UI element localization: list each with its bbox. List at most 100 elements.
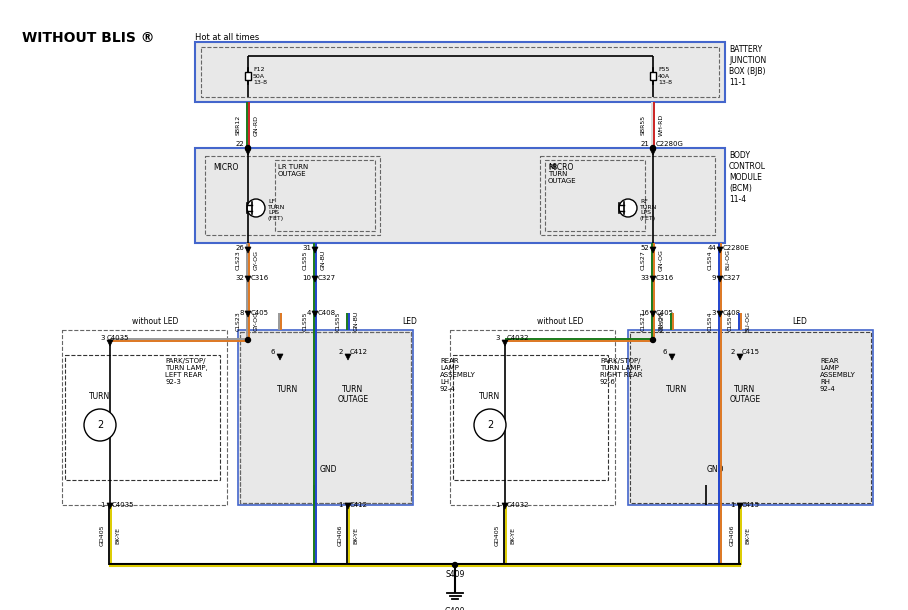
Polygon shape — [312, 311, 318, 317]
Bar — [650, 72, 656, 80]
Text: 1: 1 — [496, 502, 500, 508]
Text: C327: C327 — [723, 275, 741, 281]
Bar — [453, 355, 608, 480]
Text: LED: LED — [793, 317, 807, 326]
Text: BU-OG: BU-OG — [725, 249, 731, 270]
Text: GD406: GD406 — [729, 524, 735, 546]
Bar — [545, 160, 645, 231]
Text: 1: 1 — [731, 502, 735, 508]
Text: CLS55: CLS55 — [335, 311, 340, 331]
Text: F12
50A
13-8: F12 50A 13-8 — [253, 67, 267, 85]
Text: GD405: GD405 — [495, 524, 499, 546]
Bar — [540, 156, 715, 235]
Polygon shape — [650, 276, 656, 282]
Text: 32: 32 — [235, 275, 244, 281]
Text: C4032: C4032 — [507, 502, 529, 508]
Text: GND: GND — [320, 465, 337, 475]
Polygon shape — [737, 503, 743, 509]
Text: 1: 1 — [101, 502, 105, 508]
Polygon shape — [717, 276, 723, 282]
Text: C405: C405 — [251, 310, 269, 316]
Polygon shape — [502, 340, 508, 346]
Text: 4: 4 — [307, 310, 311, 316]
Text: TURN: TURN — [277, 385, 299, 394]
Bar — [275, 160, 375, 231]
Text: 22: 22 — [235, 141, 244, 147]
Text: 2: 2 — [339, 349, 343, 355]
Text: REAR
LAMP
ASSEMBLY
LH
92-4: REAR LAMP ASSEMBLY LH 92-4 — [440, 358, 476, 392]
Text: SBR12: SBR12 — [235, 115, 241, 135]
Text: LED: LED — [402, 317, 418, 326]
Circle shape — [84, 409, 116, 441]
Text: BODY
CONTROL
MODULE
(BCM)
11-4: BODY CONTROL MODULE (BCM) 11-4 — [729, 151, 766, 204]
Text: SBR55: SBR55 — [640, 115, 646, 135]
Text: without LED: without LED — [132, 317, 178, 326]
Text: C412: C412 — [350, 349, 368, 355]
Polygon shape — [502, 503, 508, 509]
Text: 9: 9 — [712, 275, 716, 281]
Text: TURN: TURN — [89, 392, 111, 401]
Text: GN-OG: GN-OG — [658, 310, 664, 332]
Text: without LED: without LED — [537, 317, 583, 326]
Text: TURN
OUTAGE: TURN OUTAGE — [338, 385, 369, 404]
Text: WITHOUT BLIS ®: WITHOUT BLIS ® — [22, 31, 154, 45]
Text: F55
40A
13-8: F55 40A 13-8 — [658, 67, 672, 85]
Polygon shape — [245, 311, 251, 317]
Text: 1: 1 — [339, 502, 343, 508]
Bar — [205, 156, 380, 235]
Text: PARK/STOP/
TURN LAMP,
LEFT REAR
92-3: PARK/STOP/ TURN LAMP, LEFT REAR 92-3 — [165, 358, 208, 385]
Polygon shape — [245, 276, 251, 282]
Text: G400
10-20: G400 10-20 — [444, 607, 466, 610]
Text: TURN: TURN — [479, 392, 500, 401]
Polygon shape — [312, 247, 318, 253]
Text: WH-RD: WH-RD — [658, 114, 664, 136]
Text: GY-OG: GY-OG — [253, 311, 259, 331]
Text: C405: C405 — [656, 310, 674, 316]
Bar — [65, 355, 220, 480]
Text: C415: C415 — [742, 349, 760, 355]
Text: 3: 3 — [712, 310, 716, 316]
Text: 26: 26 — [235, 245, 244, 251]
Text: C2280E: C2280E — [723, 245, 750, 251]
Text: 2: 2 — [487, 420, 493, 430]
Bar — [195, 148, 725, 243]
Text: REAR
LAMP
ASSEMBLY
RH
92-4: REAR LAMP ASSEMBLY RH 92-4 — [820, 358, 856, 392]
Polygon shape — [245, 247, 251, 253]
Text: 33: 33 — [640, 275, 649, 281]
Text: CLS54: CLS54 — [707, 250, 713, 270]
Text: CLS54: CLS54 — [707, 311, 713, 331]
Text: BK-YE: BK-YE — [510, 526, 516, 544]
Polygon shape — [312, 276, 318, 282]
Text: S409: S409 — [445, 570, 465, 579]
Text: CLS54: CLS54 — [727, 311, 733, 331]
Text: BK-YE: BK-YE — [115, 526, 121, 544]
Text: TURN: TURN — [666, 385, 687, 394]
Text: C4035: C4035 — [112, 502, 134, 508]
Text: C316: C316 — [656, 275, 675, 281]
Text: BU-OG: BU-OG — [745, 310, 751, 331]
Text: GN-RD: GN-RD — [253, 115, 259, 135]
Text: MICRO: MICRO — [548, 163, 573, 172]
Bar — [628, 330, 873, 505]
Polygon shape — [669, 354, 675, 360]
Text: LR TURN
OUTAGE: LR TURN OUTAGE — [278, 164, 308, 177]
Text: Hot at all times: Hot at all times — [195, 34, 260, 43]
Text: C4035: C4035 — [107, 335, 130, 341]
Text: CLS55: CLS55 — [302, 311, 308, 331]
Text: 3: 3 — [496, 335, 500, 341]
Text: GN-OG: GN-OG — [658, 249, 664, 271]
Text: 21: 21 — [640, 141, 649, 147]
Text: GN-BU: GN-BU — [321, 250, 325, 270]
Text: C415: C415 — [742, 502, 760, 508]
Bar — [62, 330, 227, 505]
Circle shape — [245, 337, 251, 342]
Text: C412: C412 — [350, 502, 368, 508]
Circle shape — [619, 199, 637, 217]
Text: C408: C408 — [318, 310, 336, 316]
Text: 2: 2 — [731, 349, 735, 355]
Text: 31: 31 — [302, 245, 311, 251]
Text: MICRO: MICRO — [213, 163, 239, 172]
Circle shape — [247, 199, 265, 217]
Text: 8: 8 — [240, 310, 244, 316]
Text: C327: C327 — [318, 275, 336, 281]
